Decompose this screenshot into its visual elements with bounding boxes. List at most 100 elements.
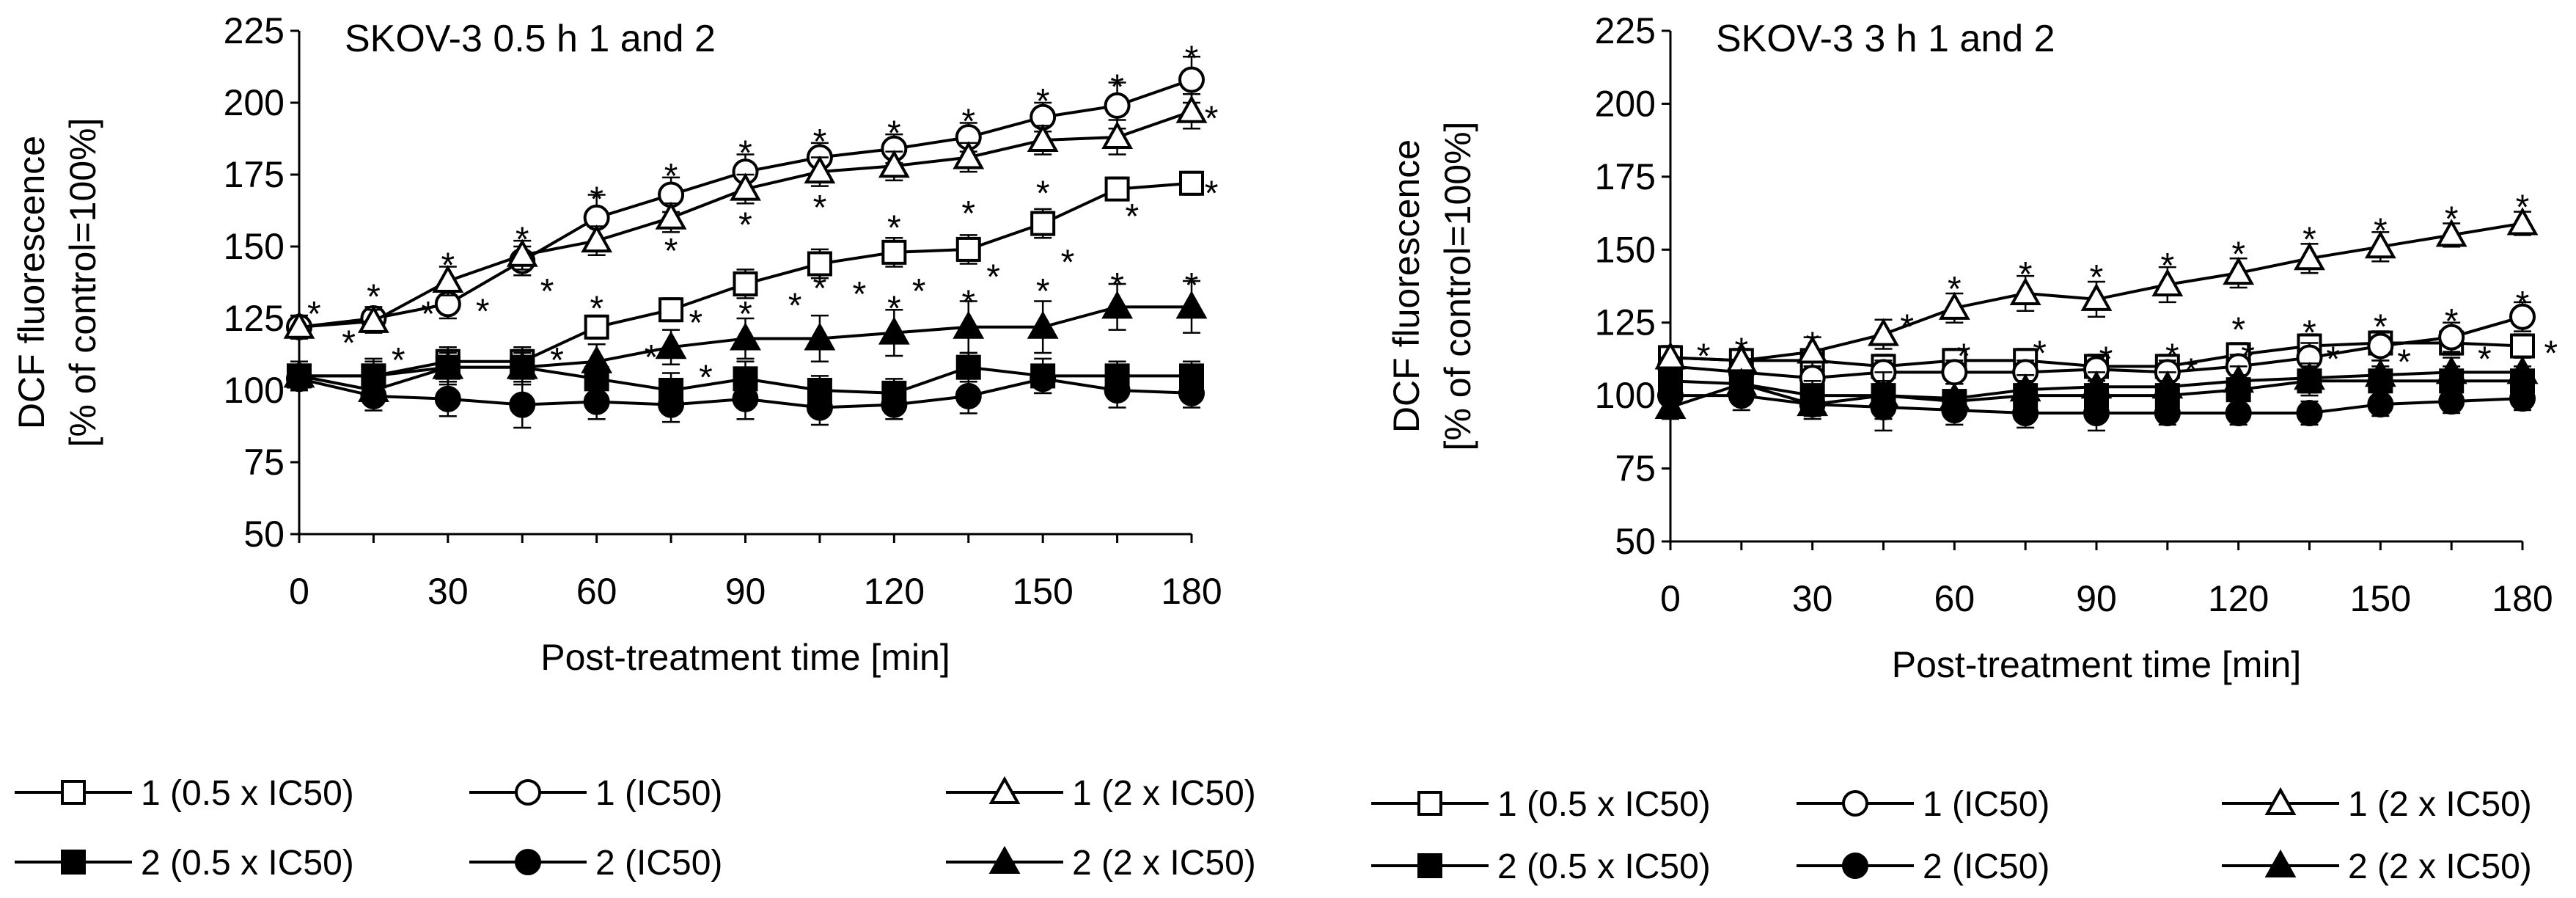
data-point [2296,400,2323,427]
chart-title: SKOV-3 0.5 h 1 and 2 [345,18,716,60]
data-point [1101,120,1134,150]
chart-skov3-0-5h: 50 75 100 125 150 175 200 225 0 30 60 90 120 150 180 Po… [11,10,1222,678]
data-point [1030,365,1057,393]
legend-marker [1417,791,1442,816]
significance-asterisk: * [2326,340,2340,379]
data-point [432,264,464,293]
significance-asterisk: * [2033,335,2047,373]
data-point [732,385,759,412]
data-point [2509,303,2536,330]
y-tick-label: 175 [224,154,285,195]
legend-label: 1 (IC50) [595,774,722,813]
data-point [2367,391,2394,418]
x-axis-title: Post-treatment time [min] [540,637,950,678]
significance-asterisk: * [2241,337,2255,376]
y-tick-label: 100 [1595,375,1656,416]
x-tick-label: 0 [289,571,309,612]
significance-asterisk: * [1205,175,1219,213]
data-point [1938,291,1970,320]
significance-asterisk: * [540,272,554,311]
significance-asterisk: * [2231,311,2245,350]
data-point [1030,211,1056,236]
significance-asterisk: * [887,114,901,153]
significance-asterisk: * [307,295,321,334]
significance-asterisk: * [813,189,827,227]
significance-asterisk: * [1110,68,1124,107]
significance-asterisk: * [2231,235,2245,274]
significance-asterisk: * [738,134,752,173]
significance-asterisk: * [1957,337,1971,376]
x-tick-label: 0 [1660,578,1681,619]
data-point [357,373,389,402]
data-point [2435,219,2467,247]
data-point [1027,123,1059,152]
data-point [2294,362,2325,390]
data-point [1175,291,1208,319]
data-point [2225,400,2252,427]
legend-label: 1 (2 x IC50) [2348,785,2532,824]
y-axis-title-line2: [% of control=100%] [62,118,103,448]
significance-asterisk: * [689,304,703,343]
x-tick-label: 150 [2350,578,2411,619]
significance-asterisk: * [853,275,867,314]
significance-asterisk: * [2099,340,2113,379]
legend-marker [2264,849,2297,877]
data-point [953,141,985,169]
significance-asterisk: * [2302,220,2316,259]
data-point [2506,356,2539,384]
legend-label: 2 (IC50) [1923,847,2050,886]
x-tick-label: 180 [1161,571,1222,612]
legend-item: 2 (0.5 x IC50) [1371,847,1711,886]
significance-asterisk: * [2478,340,2492,379]
significance-asterisk: * [912,272,926,311]
x-tick-label: 30 [1792,578,1833,619]
significance-asterisk: * [887,289,901,328]
series-5 [283,280,1208,406]
data-point [658,391,685,418]
data-point [2506,207,2539,236]
legend-item: 1 (2 x IC50) [2222,785,2532,824]
data-point [1654,390,1687,420]
significance-asterisk: * [2165,337,2179,376]
data-point [1027,310,1059,339]
data-point [283,310,315,339]
y-tick-label: 125 [224,298,285,339]
significance-asterisk: * [813,269,827,308]
legend-marker [1842,853,1868,879]
legend-item: 2 (2 x IC50) [2222,847,2532,886]
data-point [2009,277,2041,305]
data-point [1101,291,1134,319]
data-point [2438,324,2465,351]
data-point [1175,95,1208,123]
significance-asterisk: * [476,292,490,331]
data-point [1178,379,1205,406]
data-point [730,322,761,351]
data-point [1938,382,1970,411]
significance-asterisk: * [2374,308,2388,347]
significance-asterisk: * [961,194,975,233]
data-point [2438,388,2465,415]
legend-marker [1417,853,1442,878]
significance-asterisk: * [392,341,406,380]
significance-asterisk: * [1110,266,1124,305]
data-point [655,331,687,359]
x-tick-label: 150 [1012,571,1073,612]
legend-item: 2 (IC50) [469,844,722,883]
series-5 [1654,356,2539,420]
legend-label: 1 (0.5 x IC50) [1497,785,1711,824]
data-point [878,316,910,345]
legend-marker [61,850,86,875]
significance-asterisk: * [2397,343,2411,382]
y-tick-label: 50 [1615,521,1656,562]
legend-label: 1 (IC50) [1923,785,2050,824]
significance-asterisk: * [664,232,678,271]
legend-label: 1 (2 x IC50) [1072,774,1256,813]
data-point [1104,377,1131,404]
significance-asterisk: * [1948,270,1962,309]
y-tick-label: 125 [1595,302,1656,343]
significance-asterisk: * [1036,175,1050,213]
significance-asterisk: * [788,286,802,325]
data-point [1797,387,1829,417]
significance-asterisk: * [961,103,975,142]
y-tick-label: 200 [224,82,285,123]
